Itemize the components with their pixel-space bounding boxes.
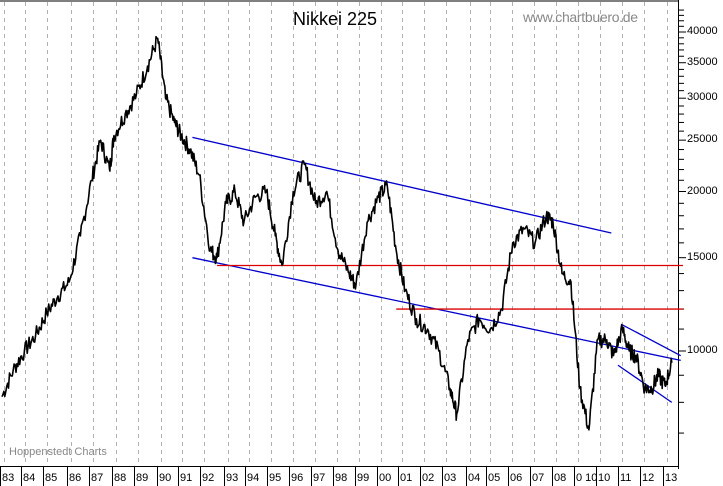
trendlines bbox=[192, 136, 683, 403]
y-tick-label: 30000 bbox=[687, 91, 718, 104]
x-tick-label: 92 bbox=[202, 472, 215, 484]
x-tick-label: 08 bbox=[554, 472, 567, 484]
upper-channel-line bbox=[192, 136, 612, 234]
chart-title: Nikkei 225 bbox=[293, 9, 378, 29]
gridlines bbox=[4, 2, 668, 466]
x-tick-label: 96 bbox=[291, 472, 304, 484]
x-tick-label: 04 bbox=[468, 472, 481, 484]
y-tick-label: 35000 bbox=[687, 55, 718, 68]
x-tick-label: 88 bbox=[114, 472, 127, 484]
x-tick-label: 00 bbox=[379, 472, 392, 484]
x-tick-label: 01 bbox=[400, 472, 413, 484]
y-tick-label: 20000 bbox=[687, 184, 718, 197]
x-tick-label: 06 bbox=[510, 472, 523, 484]
x-tick-label: 05 bbox=[488, 472, 501, 484]
source-label: Hoppenstedt Charts bbox=[9, 446, 107, 458]
x-tick-label: 07 bbox=[532, 472, 545, 484]
x-tick-label: 89 bbox=[136, 472, 149, 484]
y-tick-label: 25000 bbox=[687, 133, 718, 146]
x-tick-label: 0 10 bbox=[576, 472, 598, 484]
x-tick-label: 12 bbox=[642, 472, 655, 484]
x-tick-label: 90 bbox=[159, 472, 172, 484]
x-tick-label: 13 bbox=[665, 472, 678, 484]
x-tick-label: 91 bbox=[180, 472, 193, 484]
short-term-upper-line bbox=[622, 324, 682, 357]
x-axis-ticks bbox=[0, 467, 664, 486]
x-tick-label: 94 bbox=[247, 472, 260, 484]
x-tick-label: 95 bbox=[269, 472, 282, 484]
price-line bbox=[1, 35, 673, 431]
x-tick-label: 97 bbox=[313, 472, 326, 484]
x-tick-label: 84 bbox=[23, 472, 36, 484]
x-tick-label: 11 bbox=[620, 472, 632, 484]
x-tick-label: 98 bbox=[335, 472, 348, 484]
x-tick-label: 10 bbox=[598, 472, 611, 484]
x-tick-label: 93 bbox=[226, 472, 239, 484]
x-tick-label: 83 bbox=[2, 472, 15, 484]
y-tick-label: 40000 bbox=[687, 25, 718, 37]
x-tick-label: 86 bbox=[69, 472, 82, 484]
x-tick-label: 87 bbox=[91, 472, 104, 484]
x-tick-label: 02 bbox=[422, 472, 435, 484]
y-tick-label: 15000 bbox=[687, 250, 718, 263]
x-tick-label: 99 bbox=[357, 472, 370, 484]
x-tick-label: 85 bbox=[45, 472, 58, 484]
y-tick-label: 10000 bbox=[687, 344, 718, 356]
watermark: www.chartbuero.de bbox=[523, 9, 638, 25]
x-tick-label: 03 bbox=[444, 472, 457, 484]
y-axis-ticks bbox=[678, 9, 686, 434]
